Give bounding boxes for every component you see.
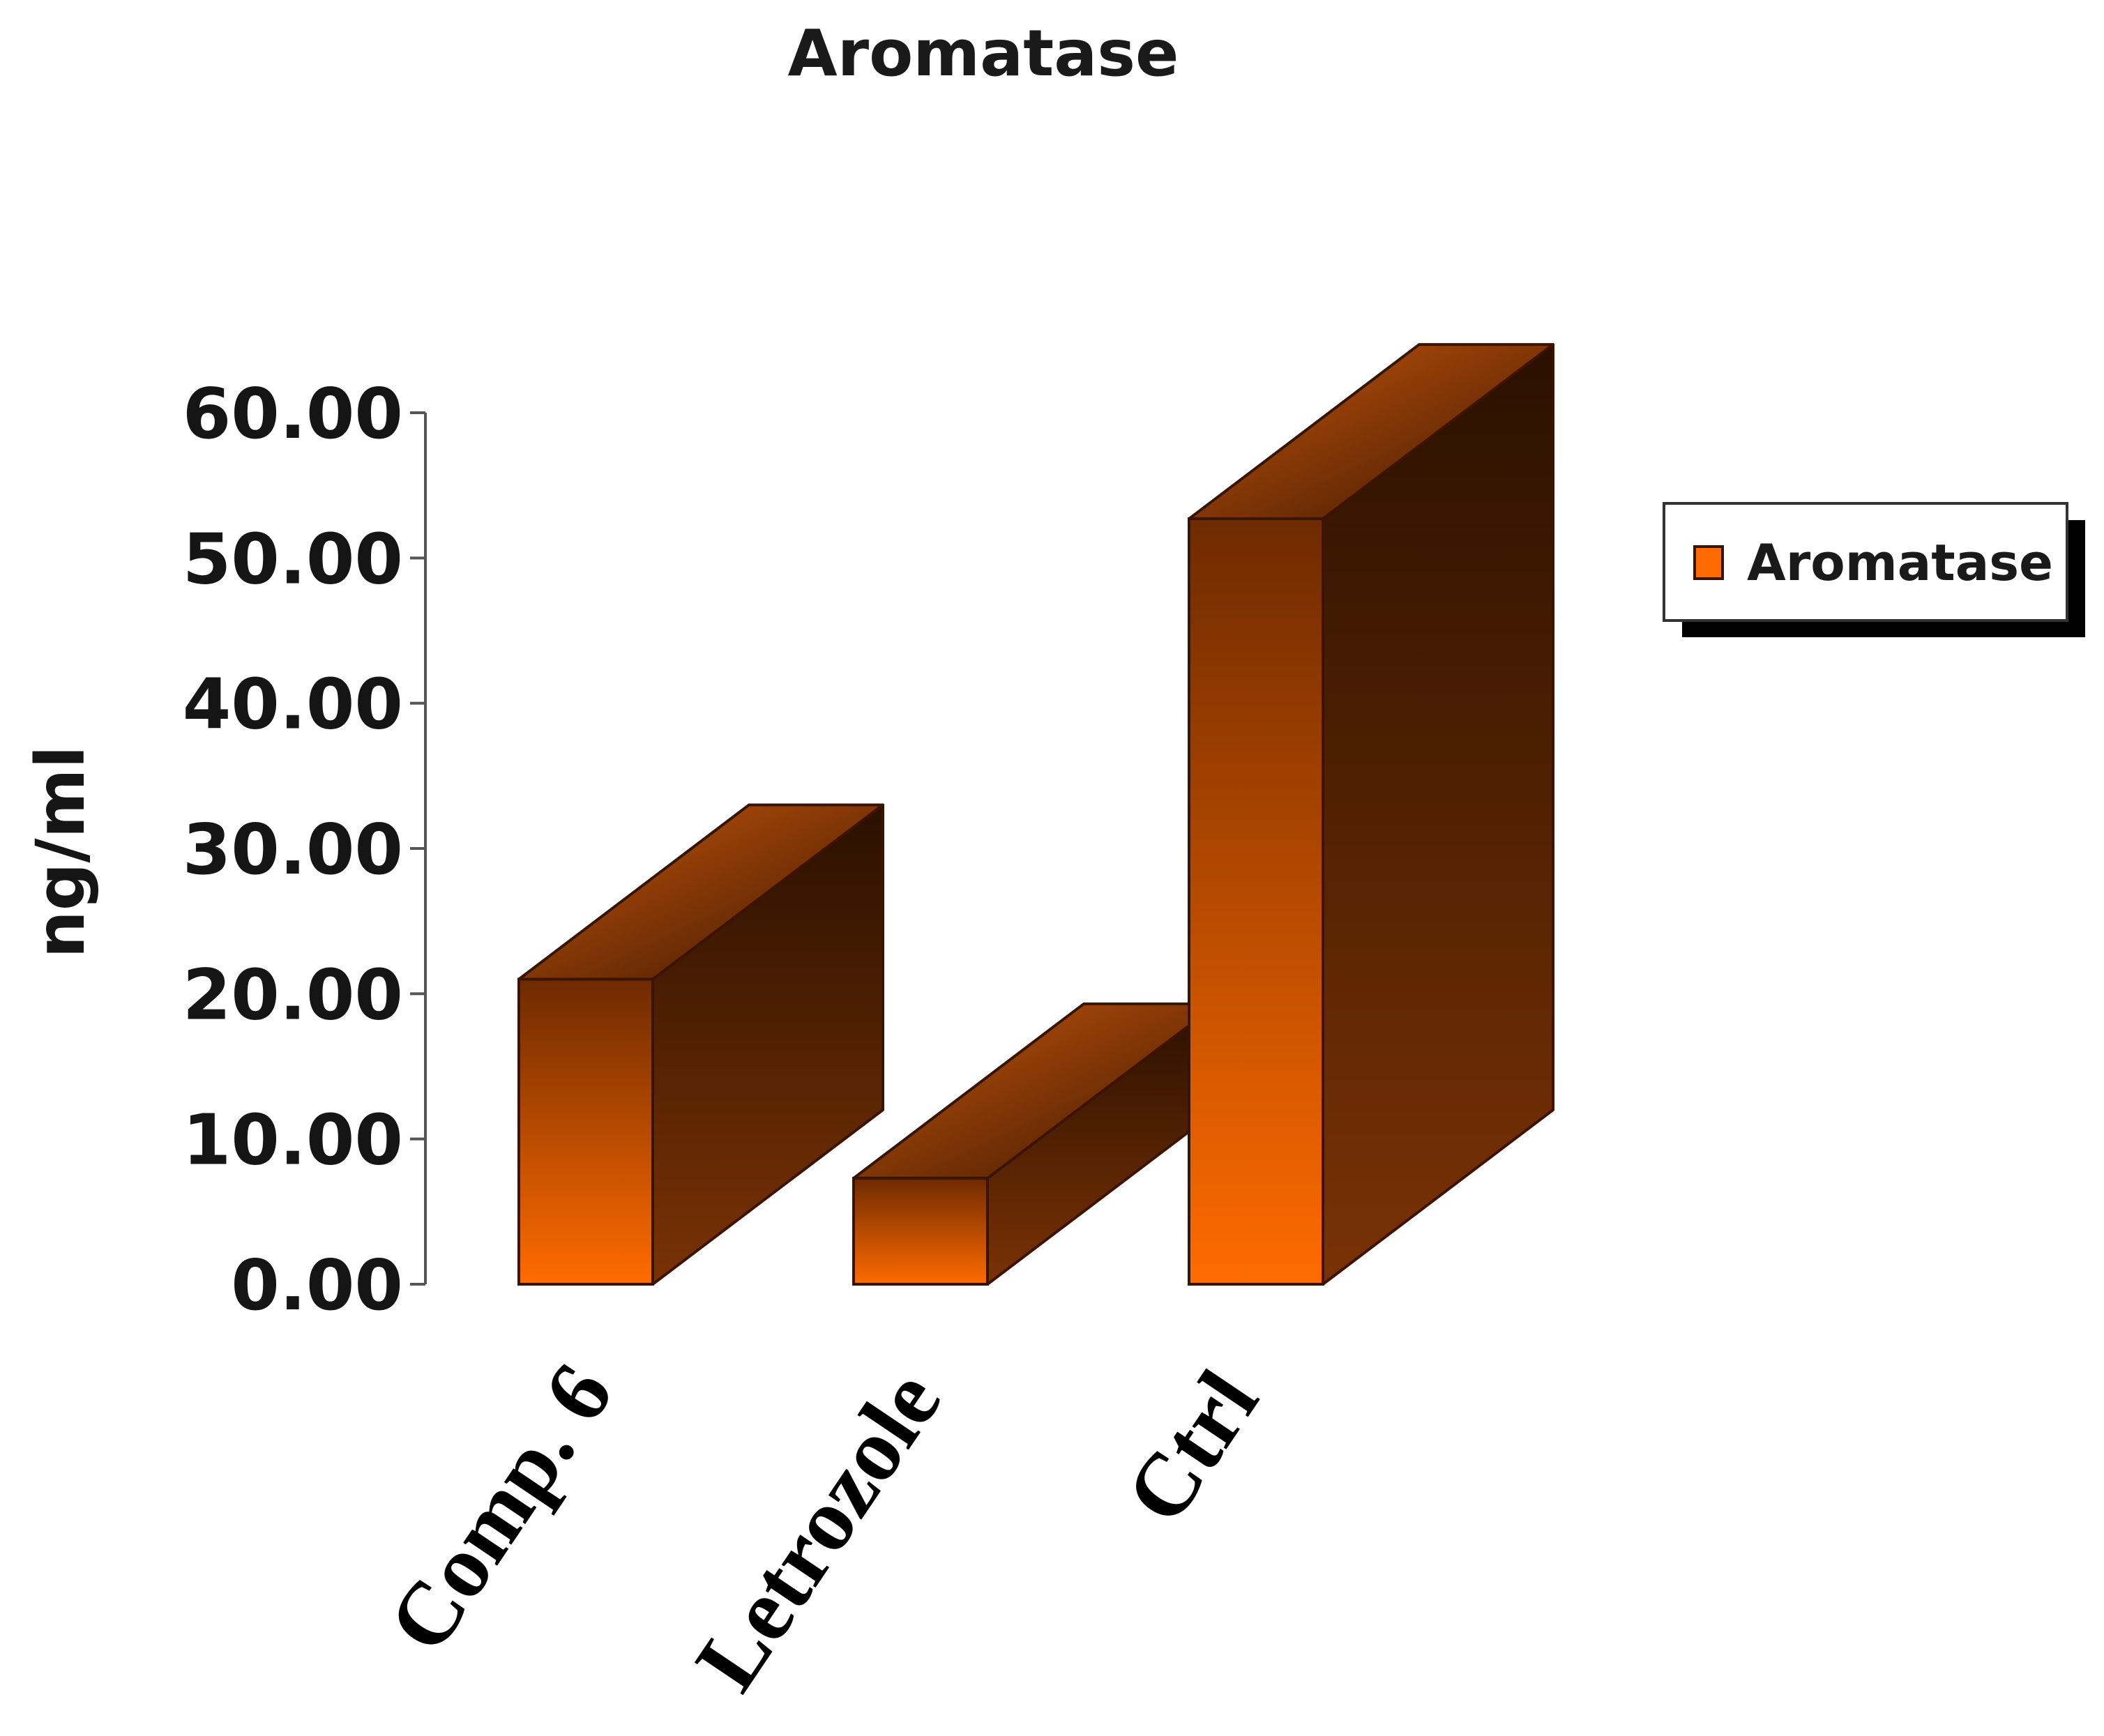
y-axis: 0.00 10.00 20.00 30.00 40.00 50.00 60.00 — [183, 373, 427, 1326]
bars — [517, 343, 1554, 1286]
bar — [852, 1002, 1219, 1286]
legend-box — [1663, 502, 2068, 622]
bar — [1188, 343, 1554, 1286]
legend: Aromatase — [1663, 502, 2085, 637]
x-tick-label: Letrozole — [676, 1353, 960, 1707]
y-tick-label: 30.00 — [183, 809, 403, 890]
bar — [517, 803, 884, 1286]
y-axis-label: ng/ml — [22, 745, 100, 958]
legend-label: Aromatase — [1747, 533, 2053, 592]
y-tick-label: 20.00 — [183, 954, 403, 1035]
y-tick-label: 60.00 — [183, 373, 403, 455]
y-tick-label: 0.00 — [231, 1244, 403, 1326]
legend-swatch — [1693, 545, 1724, 580]
y-tick-label: 50.00 — [183, 518, 403, 600]
x-tick-label: Ctrl — [1106, 1353, 1277, 1540]
x-tick-label: Comp. 6 — [369, 1346, 631, 1669]
y-tick-label: 40.00 — [183, 664, 403, 745]
bar-front-face — [852, 1176, 989, 1286]
chart-title: Aromatase — [788, 16, 1179, 91]
x-axis-labels: Comp. 6 Letrozole Ctrl — [369, 1346, 1277, 1707]
bar-front-face — [1188, 517, 1324, 1286]
y-tick-label: 10.00 — [183, 1099, 403, 1181]
bar-front-face — [517, 977, 654, 1286]
